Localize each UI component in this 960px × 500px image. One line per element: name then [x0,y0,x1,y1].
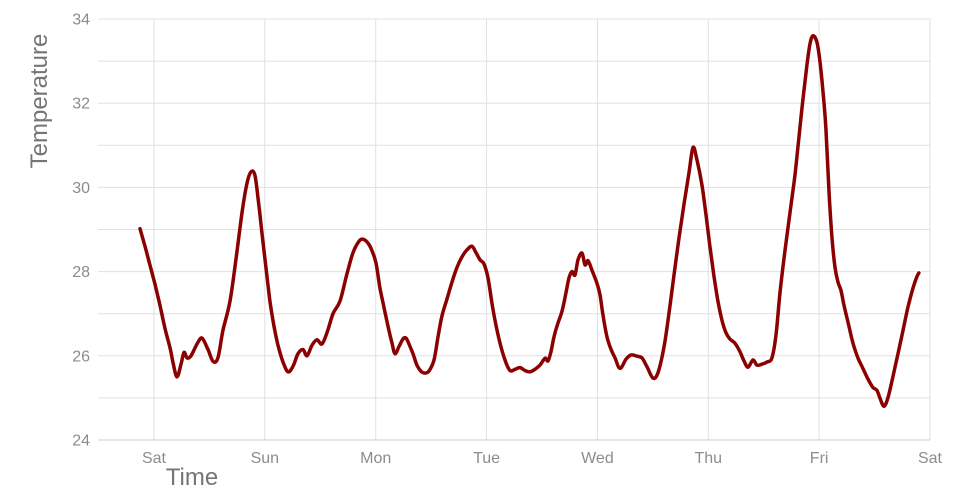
y-tick-label: 30 [72,180,90,197]
x-tick-label: Wed [581,450,614,467]
x-tick-label: Tue [473,450,500,467]
y-tick-label: 24 [72,433,90,450]
temperature-line-series [138,34,921,409]
x-tick-label: Sun [251,450,279,467]
x-axis-title: Time [166,464,218,491]
y-tick-label: 26 [72,348,90,365]
y-axis-title: Temperature [26,34,53,169]
y-tick-label: 32 [72,96,90,113]
horizontal-gridlines [98,18,930,441]
x-tick-label: Sat [918,450,943,467]
y-tick-label: 28 [72,264,90,281]
y-tick-label: 34 [72,12,90,29]
x-tick-label: Thu [694,450,722,467]
x-axis-tick-labels: Sat Sun Mon Tue Wed Thu Fri Sat [142,450,943,467]
x-tick-label: Sat [142,450,167,467]
y-axis-tick-labels: 24 26 28 30 32 34 [72,12,90,450]
x-tick-label: Fri [810,450,829,467]
x-tick-label: Mon [360,450,391,467]
